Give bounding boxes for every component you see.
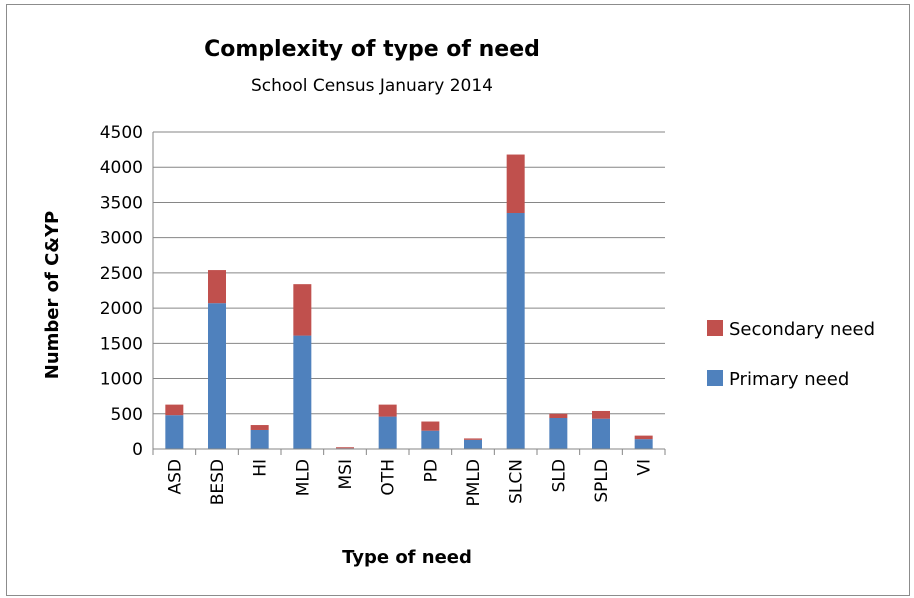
bar-primary-SPLD [592,418,610,449]
x-tick-label-MLD: MLD [293,459,313,496]
y-tick-label-0: 0 [132,440,143,460]
legend-label-secondary: Secondary need [729,319,875,340]
x-tick-label-BESD: BESD [208,459,228,505]
y-tick-label-4000: 4000 [100,158,143,178]
bar-secondary-OTH [378,404,397,417]
y-tick-label-2500: 2500 [100,264,143,284]
bar-primary-SLCN [506,213,525,449]
legend-swatch-primary [707,370,723,386]
bar-secondary-HI [250,425,269,430]
x-tick-label-SPLD: SPLD [592,459,612,503]
bar-primary-HI [250,429,269,449]
y-tick-label-4500: 4500 [100,123,143,143]
bar-secondary-BESD [208,270,226,304]
x-tick-label-SLD: SLD [549,459,569,492]
bars [165,154,653,449]
bar-primary-OTH [378,416,397,449]
legend: Secondary need Primary need [707,319,875,390]
bar-primary-SLD [549,418,568,449]
chart-frame: Complexity of type of need School Census… [6,4,910,596]
legend-swatch-secondary [707,320,723,336]
x-tick-label-VI: VI [635,459,655,476]
bar-secondary-MSI [336,447,354,449]
axes: 0 500 1000 1500 2000 2500 3000 3500 4000 4500 ASD B… [100,123,666,506]
y-tick-label-500: 500 [111,405,143,425]
y-tick-label-1500: 1500 [100,334,143,354]
bar-secondary-PMLD [464,438,482,440]
y-tick-label-1000: 1000 [100,370,143,390]
bar-primary-VI [634,439,653,449]
bar-secondary-VI [634,435,653,440]
bar-secondary-ASD [165,404,184,416]
bar-secondary-SLCN [506,154,525,214]
bar-primary-PD [421,430,440,449]
bar-primary-ASD [165,415,184,449]
bar-secondary-SLD [549,413,568,419]
chart-title: Complexity of type of need [204,37,540,62]
bar-secondary-MLD [293,284,312,336]
x-tick-label-MSI: MSI [336,459,356,489]
x-tick-label-PD: PD [421,459,441,482]
legend-label-primary: Primary need [729,369,849,390]
y-tick-label-3500: 3500 [100,193,143,213]
y-tick-label-2000: 2000 [100,299,143,319]
x-tick-label-ASD: ASD [165,459,185,495]
y-axis-title: Number of C&YP [42,211,63,379]
bar-primary-MLD [293,335,312,449]
bar-primary-BESD [208,303,226,449]
x-axis-title: Type of need [342,547,472,568]
x-tick-label-PMLD: PMLD [464,459,484,506]
x-tick-label-OTH: OTH [379,459,399,496]
bar-secondary-PD [421,421,440,431]
chart-subtitle: School Census January 2014 [251,76,493,96]
x-tick-label-SLCN: SLCN [507,459,527,504]
gridlines [153,131,665,415]
bar-primary-PMLD [464,439,482,449]
x-tick-label-HI: HI [251,459,271,477]
bar-secondary-SPLD [592,410,610,419]
chart-svg: Complexity of type of need School Census… [42,37,875,568]
y-tick-label-3000: 3000 [100,229,143,249]
